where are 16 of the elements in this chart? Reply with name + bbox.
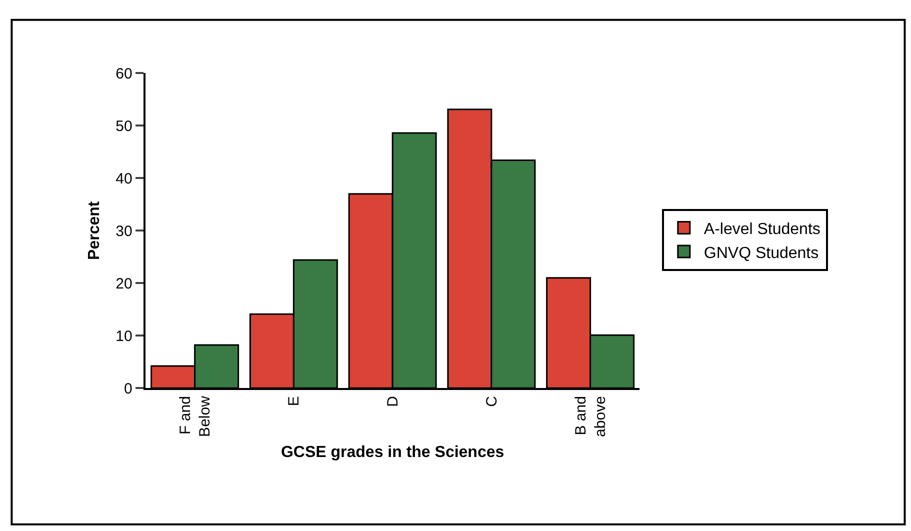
y-tick-label: 60 bbox=[116, 65, 132, 82]
legend-label: GNVQ Students bbox=[704, 244, 819, 262]
y-tick-label: 10 bbox=[116, 328, 132, 345]
x-tick-label: B and above bbox=[572, 396, 609, 437]
y-tick-label: 30 bbox=[116, 222, 132, 240]
legend-label: A-level Students bbox=[704, 221, 820, 238]
y-tick-label: 20 bbox=[116, 275, 132, 292]
x-axis-title: GCSE grades in the Sciences bbox=[280, 444, 504, 462]
x-tick-label: E bbox=[286, 396, 303, 406]
y-tick-label: 50 bbox=[116, 118, 132, 135]
x-tick-label: C bbox=[483, 396, 500, 407]
y-axis-title: Percent bbox=[86, 200, 104, 260]
x-tick-label: F and Below bbox=[176, 396, 214, 437]
x-tick-label: D bbox=[384, 396, 402, 407]
y-tick-label: 40 bbox=[116, 170, 132, 188]
y-tick-label: 0 bbox=[124, 380, 132, 398]
